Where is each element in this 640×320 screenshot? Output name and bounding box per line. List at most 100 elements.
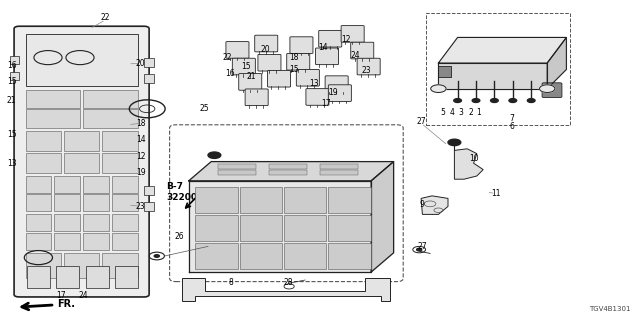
Polygon shape [438, 37, 566, 63]
Bar [144, 186, 154, 195]
Bar [83, 176, 109, 193]
Bar [83, 214, 109, 231]
Bar [284, 187, 326, 213]
Bar [54, 233, 80, 250]
Text: 14: 14 [136, 135, 146, 144]
FancyBboxPatch shape [325, 76, 348, 92]
Bar [54, 194, 80, 211]
Bar [26, 253, 61, 278]
Bar [328, 187, 371, 213]
Bar [195, 215, 237, 241]
Bar [112, 176, 138, 193]
Bar [239, 243, 282, 269]
FancyBboxPatch shape [268, 70, 291, 87]
Bar [144, 74, 154, 83]
FancyBboxPatch shape [245, 89, 268, 106]
Text: 7: 7 [509, 114, 515, 123]
FancyBboxPatch shape [351, 42, 374, 59]
Circle shape [154, 255, 159, 257]
Text: 27: 27 [417, 242, 428, 251]
Text: 24: 24 [78, 292, 88, 300]
Circle shape [527, 99, 535, 102]
Bar [269, 170, 307, 175]
Bar [239, 215, 282, 241]
Bar [26, 214, 51, 231]
Text: 2: 2 [468, 108, 473, 117]
Text: 13: 13 [308, 79, 319, 88]
Bar [102, 253, 138, 278]
Text: 16: 16 [225, 69, 236, 78]
Circle shape [448, 139, 461, 146]
Text: 15: 15 [241, 62, 252, 71]
Bar [26, 153, 61, 173]
Text: 8: 8 [228, 278, 233, 287]
FancyBboxPatch shape [319, 30, 342, 47]
Bar [328, 243, 371, 269]
Bar [112, 233, 138, 250]
Bar [239, 187, 282, 213]
Text: 11: 11 [492, 189, 500, 198]
Circle shape [431, 85, 446, 92]
Circle shape [472, 99, 480, 102]
FancyBboxPatch shape [316, 48, 339, 65]
FancyBboxPatch shape [290, 37, 313, 53]
Bar [144, 202, 154, 211]
Bar [115, 266, 138, 288]
Bar [195, 187, 237, 213]
Text: 21: 21 [247, 72, 256, 81]
FancyBboxPatch shape [255, 35, 278, 52]
Bar [83, 109, 138, 128]
Bar [144, 58, 154, 67]
Bar [102, 153, 138, 173]
Bar [64, 253, 99, 278]
FancyBboxPatch shape [296, 69, 319, 86]
Text: 26: 26 [174, 232, 184, 241]
Bar [112, 214, 138, 231]
Bar [54, 176, 80, 193]
Text: 19: 19 [328, 88, 338, 97]
FancyBboxPatch shape [341, 26, 364, 42]
Text: 20: 20 [136, 59, 146, 68]
Bar [284, 243, 326, 269]
Text: 23: 23 [361, 66, 371, 75]
Text: 21: 21 [7, 96, 16, 105]
Text: 28: 28 [284, 278, 292, 287]
Bar [27, 266, 50, 288]
Text: 22: 22 [223, 53, 232, 62]
Text: 25: 25 [200, 104, 210, 113]
Circle shape [208, 152, 221, 158]
Polygon shape [438, 63, 547, 89]
FancyBboxPatch shape [542, 83, 562, 98]
Bar [26, 131, 61, 151]
Text: 4: 4 [449, 108, 454, 117]
FancyBboxPatch shape [258, 54, 281, 71]
Polygon shape [189, 162, 394, 181]
Text: 5: 5 [440, 108, 445, 117]
Bar [195, 243, 237, 269]
Text: 12: 12 [341, 36, 350, 44]
FancyBboxPatch shape [357, 58, 380, 75]
Bar [102, 131, 138, 151]
FancyBboxPatch shape [328, 85, 351, 101]
Circle shape [509, 99, 516, 102]
Bar [83, 194, 109, 211]
Text: 12: 12 [136, 152, 145, 161]
Bar [86, 266, 109, 288]
Text: 20: 20 [260, 45, 271, 54]
Bar [56, 266, 79, 288]
Bar [112, 194, 138, 211]
Text: 15: 15 [6, 130, 17, 139]
Polygon shape [454, 149, 483, 179]
FancyBboxPatch shape [287, 53, 310, 70]
Text: FR.: FR. [22, 299, 76, 310]
Bar [26, 194, 51, 211]
Bar [320, 164, 358, 169]
Polygon shape [182, 278, 390, 301]
Text: B-7
32200: B-7 32200 [166, 182, 197, 202]
Bar [218, 164, 256, 169]
Circle shape [540, 85, 555, 92]
Text: 13: 13 [6, 159, 17, 168]
Polygon shape [189, 181, 371, 272]
Bar [10, 56, 19, 64]
Text: 22: 22 [101, 13, 110, 22]
